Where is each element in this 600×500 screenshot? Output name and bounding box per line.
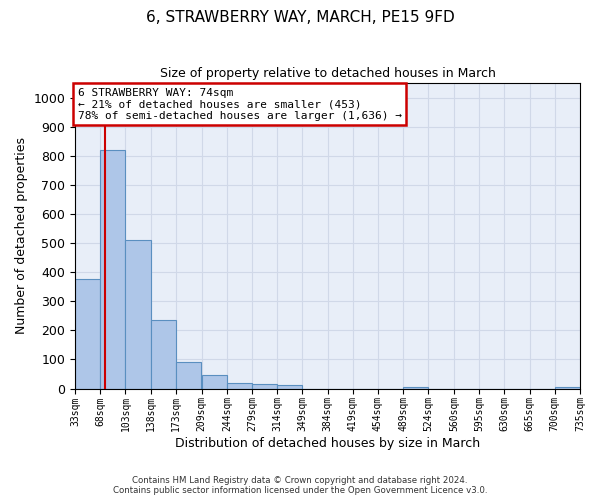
Bar bbox=[403, 387, 428, 388]
Bar bbox=[227, 384, 252, 388]
Bar bbox=[555, 387, 580, 388]
Bar bbox=[176, 362, 201, 388]
Text: 6, STRAWBERRY WAY, MARCH, PE15 9FD: 6, STRAWBERRY WAY, MARCH, PE15 9FD bbox=[146, 10, 454, 25]
Bar bbox=[252, 384, 277, 388]
Bar bbox=[277, 385, 302, 388]
Y-axis label: Number of detached properties: Number of detached properties bbox=[15, 138, 28, 334]
Bar bbox=[151, 320, 176, 388]
Text: 6 STRAWBERRY WAY: 74sqm
← 21% of detached houses are smaller (453)
78% of semi-d: 6 STRAWBERRY WAY: 74sqm ← 21% of detache… bbox=[77, 88, 401, 121]
Bar bbox=[75, 280, 100, 388]
Bar bbox=[125, 240, 151, 388]
Bar bbox=[100, 150, 125, 388]
Text: Contains HM Land Registry data © Crown copyright and database right 2024.
Contai: Contains HM Land Registry data © Crown c… bbox=[113, 476, 487, 495]
Bar bbox=[202, 374, 227, 388]
X-axis label: Distribution of detached houses by size in March: Distribution of detached houses by size … bbox=[175, 437, 480, 450]
Title: Size of property relative to detached houses in March: Size of property relative to detached ho… bbox=[160, 68, 496, 80]
